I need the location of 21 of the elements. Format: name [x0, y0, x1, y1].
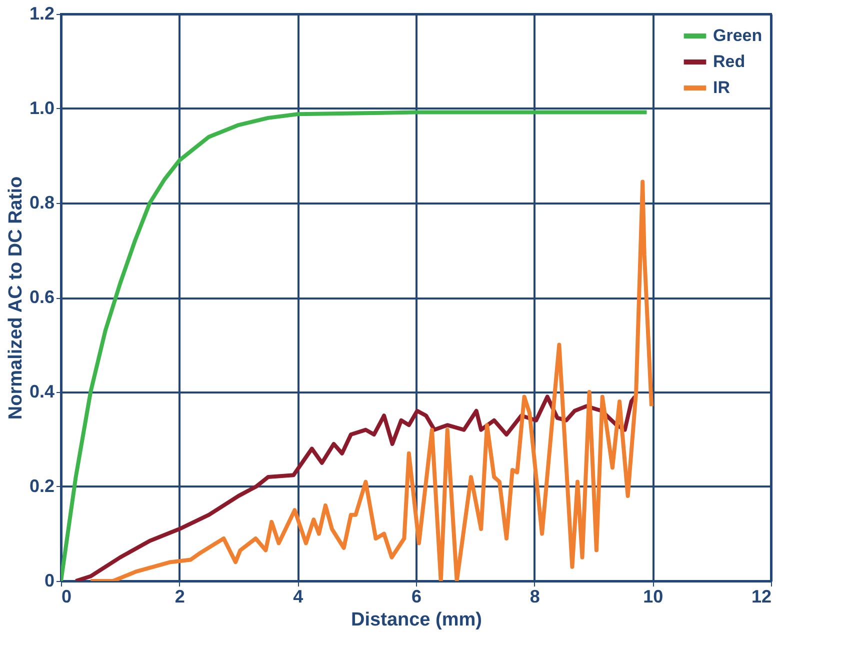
legend-label: Green	[713, 26, 762, 45]
y-tick-label: 1.2	[29, 4, 54, 24]
x-tick-label: 0	[62, 586, 72, 606]
legend-label: IR	[713, 78, 730, 97]
y-tick-label: 0	[44, 570, 54, 590]
y-tick-label: 0.2	[29, 476, 54, 496]
y-tick-label: 0.8	[29, 192, 54, 212]
y-tick-label: 0.4	[29, 382, 54, 402]
x-axis-title: Distance (mm)	[351, 610, 482, 630]
y-axis-title: Normalized AC to DC Ratio	[5, 176, 26, 420]
x-tick-label: 8	[530, 586, 540, 606]
x-tick-label: 12	[751, 586, 772, 606]
x-tick-label: 10	[643, 586, 664, 606]
legend-label: Red	[713, 52, 746, 71]
line-series	[88, 180, 654, 581]
y-tick-label: 0.6	[29, 287, 54, 307]
line-series	[61, 110, 649, 581]
x-tick-label: 2	[174, 586, 185, 606]
x-tick-label: 6	[411, 586, 422, 606]
x-tick-label: 4	[293, 586, 304, 606]
y-tick-label: 1.0	[29, 98, 54, 118]
